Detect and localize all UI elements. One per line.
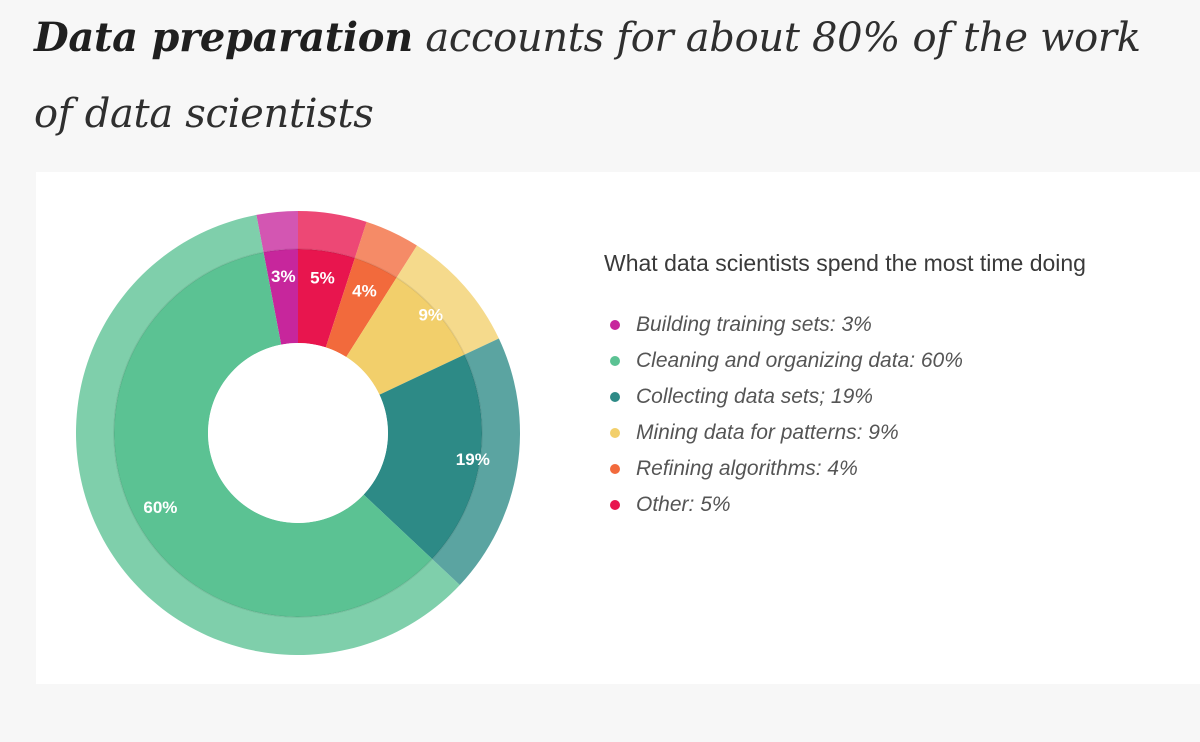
legend-swatch (610, 428, 620, 438)
legend-swatch (610, 464, 620, 474)
headline-rest: accounts for about 80% of the work of da… (34, 15, 1141, 137)
legend-label: Cleaning and organizing data: 60% (636, 349, 963, 372)
legend-swatch (610, 356, 620, 366)
chart-legend: Building training sets: 3% Cleaning and o… (610, 312, 963, 528)
donut-hole (208, 343, 388, 523)
headline-bold: Data preparation (34, 14, 413, 61)
slice-mining-data-for-patterns (346, 277, 465, 395)
slice-outer-building-training-sets (256, 211, 298, 253)
legend-label: Collecting data sets; 19% (636, 385, 873, 408)
legend-item: Mining data for patterns: 9% (610, 410, 963, 456)
slice-outer-refining-algorithms (354, 221, 417, 278)
legend-item: Cleaning and organizing data: 60% (610, 338, 963, 384)
slice-value-label: 19% (456, 450, 490, 469)
chart-title: What data scientists spend the most time… (604, 250, 1086, 276)
band-divider (113, 248, 483, 618)
page-headline: Data preparation accounts for about 80% … (34, 0, 1174, 152)
legend-item: Refining algorithms: 4% (610, 446, 963, 492)
legend-swatch (610, 392, 620, 402)
chart-card: 3% 5% 4% 9% 19% 60% What data scientists spen… (36, 172, 1200, 684)
slice-cleaning-and-organizing-data (113, 252, 433, 617)
slice-value-label: 4% (352, 281, 377, 300)
legend-item: Collecting data sets; 19% (610, 374, 963, 420)
legend-label: Refining algorithms: 4% (636, 457, 858, 480)
slice-outer-collecting-data-sets (432, 338, 521, 585)
slice-outer-cleaning-and-organizing-data (76, 214, 460, 655)
slice-collecting-data-sets (363, 354, 482, 559)
slice-other (298, 249, 355, 348)
legend-swatch (610, 500, 620, 510)
legend-item: Building training sets: 3% (610, 302, 963, 348)
slice-value-label: 60% (143, 498, 177, 517)
slice-outer-other (298, 211, 367, 259)
legend-item: Other: 5% (610, 482, 963, 528)
slice-value-label: 3% (271, 267, 296, 286)
slice-value-label: 5% (310, 268, 335, 287)
slice-value-label: 9% (418, 305, 443, 324)
legend-label: Building training sets: 3% (636, 313, 872, 336)
donut-chart: 3% 5% 4% 9% 19% 60% (76, 211, 521, 655)
slice-refining-algorithms (325, 258, 397, 358)
slice-building-training-sets (263, 249, 298, 345)
legend-swatch (610, 320, 620, 330)
slice-outer-mining-data-for-patterns (396, 245, 499, 355)
legend-label: Mining data for patterns: 9% (636, 421, 899, 444)
legend-label: Other: 5% (636, 493, 731, 516)
